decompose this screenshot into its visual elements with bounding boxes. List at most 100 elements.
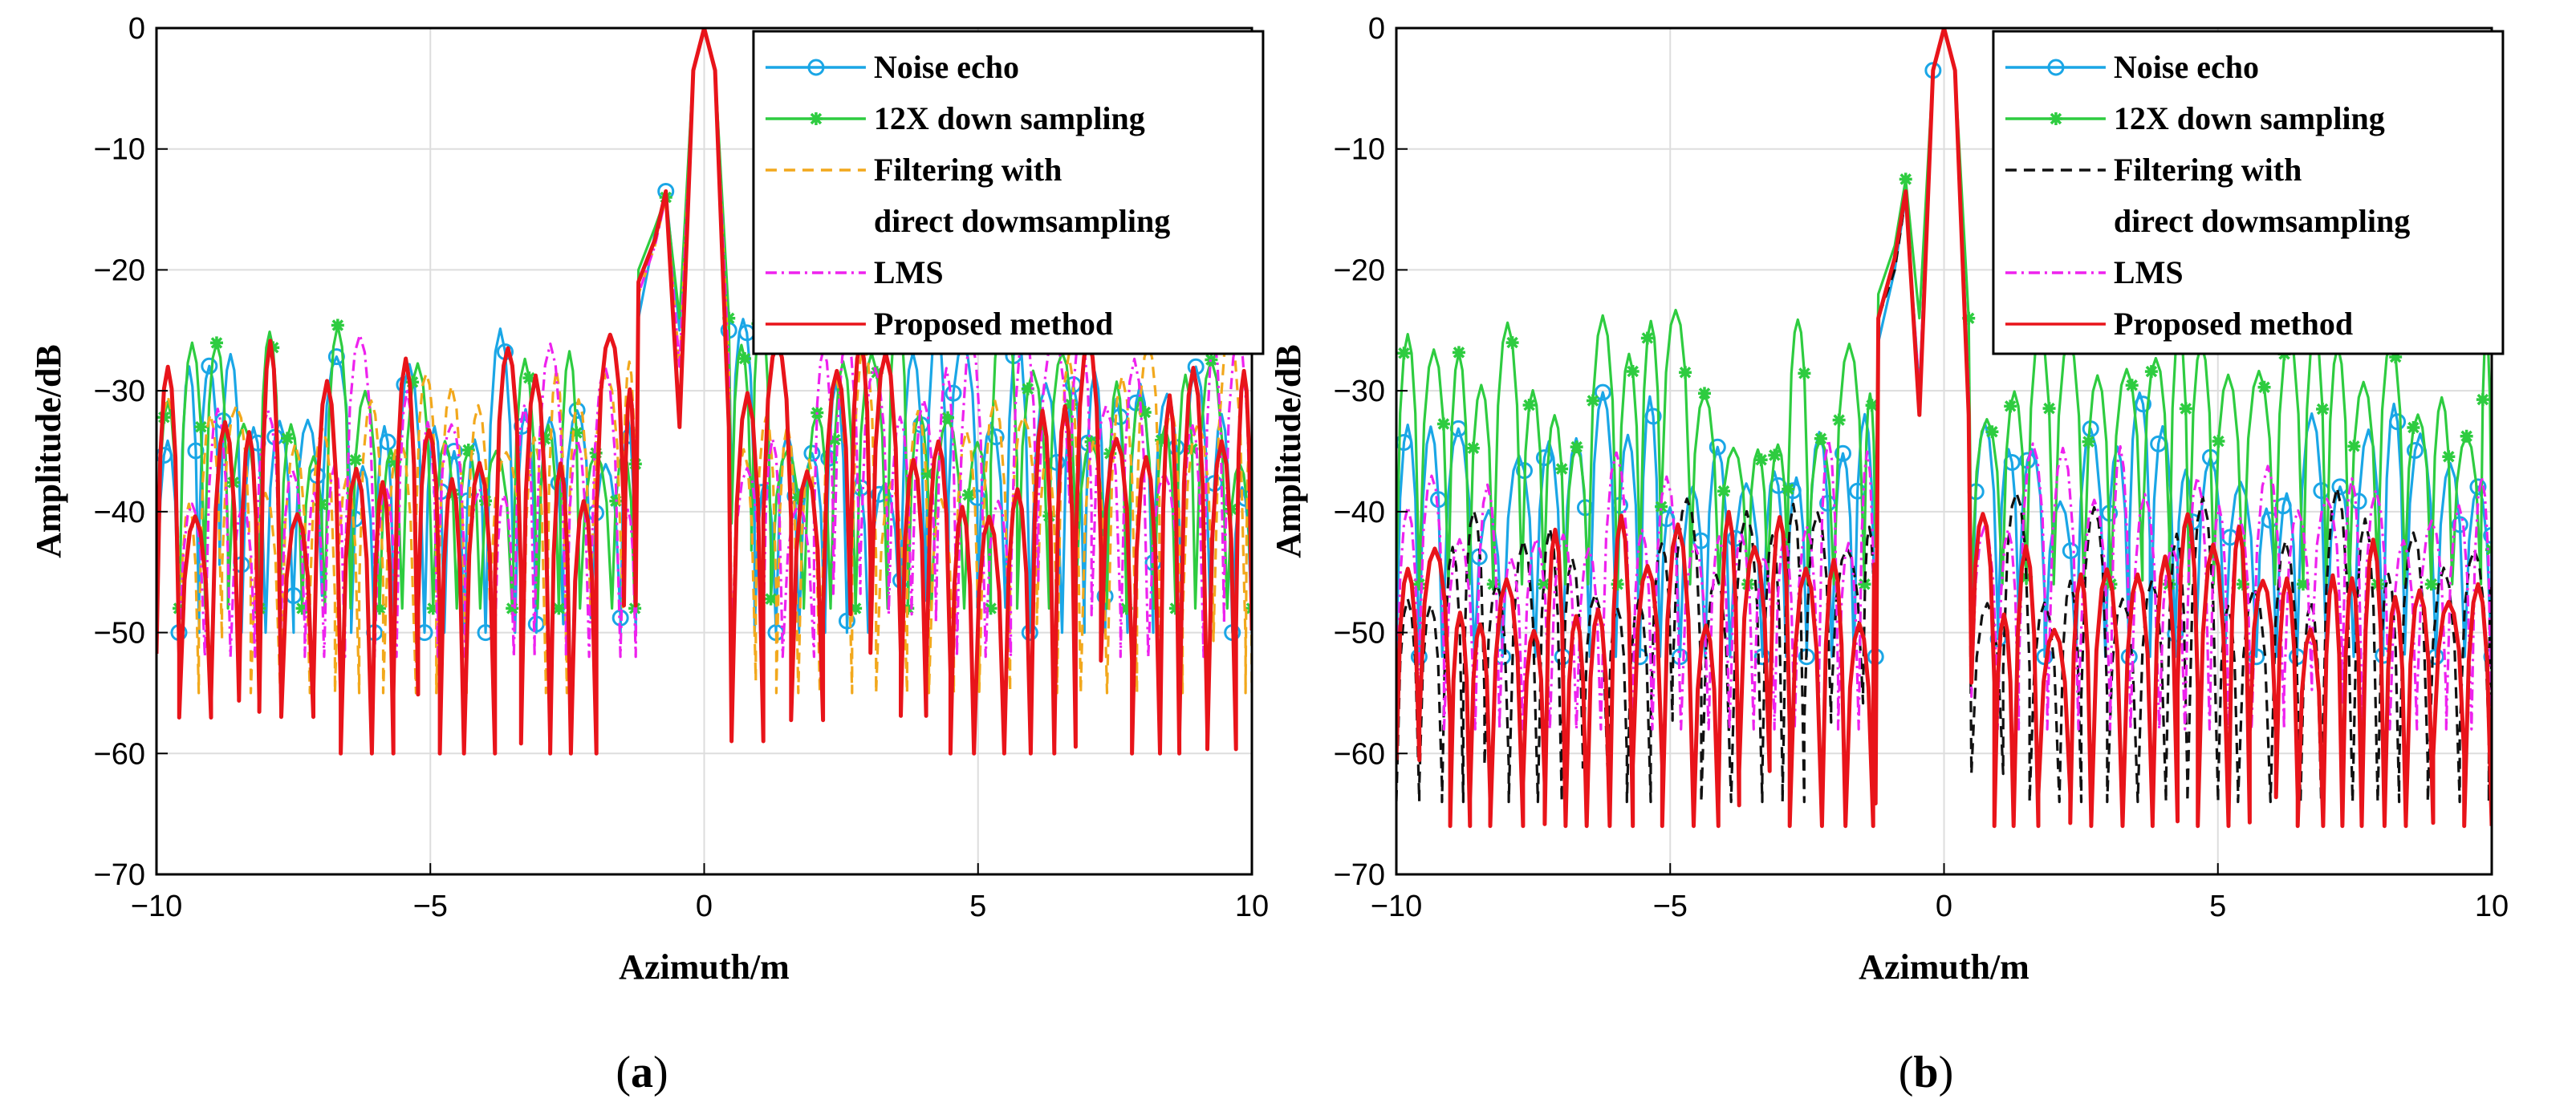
series-marker-down_sampling xyxy=(1412,578,1426,591)
series-marker-down_sampling xyxy=(1119,602,1133,615)
series-marker-down_sampling xyxy=(570,426,583,440)
x-tick-label: 5 xyxy=(969,890,986,923)
series-marker-down_sampling xyxy=(2442,450,2456,464)
y-axis-title: Amplitude/dB xyxy=(1269,344,1308,558)
series-layer xyxy=(156,28,1252,756)
chart-panel-b: −10 −5 0 5 100−10−20−30−40−50−60−70 Azimuth/… xyxy=(1269,12,2509,1097)
legend-label-down_sampling: 12X down sampling xyxy=(2114,100,2385,136)
series-marker-down_sampling xyxy=(2004,399,2017,413)
y-tick-label: −60 xyxy=(94,737,145,771)
series-marker-down_sampling xyxy=(209,336,223,350)
legend-label-noise_echo: Noise echo xyxy=(874,49,1019,85)
series-marker-noise_echo xyxy=(2062,542,2079,560)
series-marker-down_sampling xyxy=(446,488,460,501)
series-marker-noise_echo xyxy=(2134,395,2151,413)
series-marker-down_sampling xyxy=(1611,578,1624,591)
x-tick-label: −5 xyxy=(413,890,448,923)
series-marker-down_sampling xyxy=(1537,578,1550,591)
y-tick-label: −10 xyxy=(94,133,145,167)
series-marker-down_sampling xyxy=(1640,331,1654,345)
series-marker-down_sampling xyxy=(280,432,294,445)
y-tick-label: −10 xyxy=(1334,133,1385,167)
legend-label-filtering-cont: direct dowmsampling xyxy=(2114,203,2410,239)
series-marker-down_sampling xyxy=(2144,365,2158,379)
series-marker-down_sampling xyxy=(941,411,955,424)
series-marker-down_sampling xyxy=(331,318,344,332)
series-marker-down_sampling xyxy=(1570,440,1583,454)
series-marker-down_sampling xyxy=(1505,336,1519,350)
series-marker-noise_echo xyxy=(870,485,888,503)
series-marker-down_sampling xyxy=(295,602,309,615)
x-tick-label: −5 xyxy=(1653,890,1688,923)
series-marker-down_sampling xyxy=(1522,399,1536,412)
series-marker-noise_echo xyxy=(2003,453,2021,471)
series-marker-down_sampling xyxy=(1754,453,1768,467)
series-marker-down_sampling xyxy=(1962,311,1976,325)
series-marker-down_sampling xyxy=(984,602,997,615)
y-tick-label: −50 xyxy=(94,617,145,651)
legend-label-proposed: Proposed method xyxy=(2114,306,2353,342)
series-marker-down_sampling xyxy=(1452,346,1465,359)
legend: Noise echo 12X down sampling Filtering wit… xyxy=(752,30,1265,355)
series-marker-noise_echo xyxy=(945,384,962,402)
series-marker-down_sampling xyxy=(348,453,362,467)
series-marker-noise_echo xyxy=(1819,494,1837,512)
tick-labels: −10 −5 0 5 100−10−20−30−40−50−60−70 xyxy=(1334,12,2509,923)
caption-letter: b xyxy=(1913,1048,1938,1097)
series-marker-down_sampling xyxy=(764,592,778,606)
series-marker-down_sampling xyxy=(2257,380,2271,394)
legend-label-filtering-cont: direct dowmsampling xyxy=(874,203,1170,239)
series-marker-down_sampling xyxy=(828,433,842,447)
series-marker-down_sampling xyxy=(315,498,328,512)
series-marker-down_sampling xyxy=(1084,435,1098,448)
y-tick-label: −40 xyxy=(94,496,145,529)
series-marker-down_sampling xyxy=(1021,382,1034,395)
series-marker-down_sampling xyxy=(1555,462,1569,476)
y-tick-label: −70 xyxy=(1334,858,1385,892)
x-tick-label: −10 xyxy=(131,890,182,923)
series-marker-down_sampling xyxy=(506,602,519,615)
series-marker-down_sampling xyxy=(849,602,863,615)
series-marker-down_sampling xyxy=(1985,425,1999,439)
series-marker-down_sampling xyxy=(1626,365,1639,379)
caption-open: ( xyxy=(616,1048,631,1097)
series-marker-down_sampling xyxy=(2125,379,2139,392)
series-marker-noise_echo xyxy=(1410,648,1428,666)
series-marker-down_sampling xyxy=(2460,429,2473,443)
legend-label-filtering: Filtering with xyxy=(2114,152,2302,188)
series-marker-down_sampling xyxy=(388,455,401,468)
series-marker-down_sampling xyxy=(1798,367,1811,380)
series-marker-down_sampling xyxy=(920,467,934,481)
series-marker-noise_echo xyxy=(1535,449,1553,467)
x-tick-label: −10 xyxy=(1371,890,1422,923)
legend: Noise echo 12X down sampling Filtering wit… xyxy=(1992,30,2505,355)
caption-close: ) xyxy=(1939,1048,1954,1097)
series-marker-down_sampling xyxy=(2042,402,2056,416)
series-marker-down_sampling xyxy=(1397,347,1411,360)
series-marker-down_sampling xyxy=(589,446,603,460)
series-marker-noise_echo xyxy=(2483,648,2492,666)
legend-label-lms: LMS xyxy=(2114,254,2184,290)
series-marker-noise_echo xyxy=(187,442,205,460)
y-tick-label: −30 xyxy=(94,375,145,408)
y-tick-label: −20 xyxy=(94,253,145,287)
series-marker-down_sampling xyxy=(1782,482,1795,496)
x-axis-title: Azimuth/m xyxy=(619,947,790,987)
series-marker-noise_echo xyxy=(201,357,218,375)
legend-label-down_sampling: 12X down sampling xyxy=(874,100,1145,136)
series-marker-noise_echo xyxy=(2469,478,2487,496)
x-tick-label: 10 xyxy=(1235,890,1269,923)
series-marker-down_sampling xyxy=(1064,398,1078,412)
series-marker-noise_echo xyxy=(838,612,855,630)
y-axis-title: Amplitude/dB xyxy=(29,344,68,558)
series-marker-noise_echo xyxy=(2451,516,2468,533)
y-tick-label: 0 xyxy=(1368,12,1385,46)
series-marker-down_sampling xyxy=(1717,485,1730,498)
series-marker-down_sampling xyxy=(522,371,536,385)
y-tick-label: −70 xyxy=(94,858,145,892)
series-marker-noise_echo xyxy=(1692,532,1710,549)
series-marker-down_sampling xyxy=(372,602,386,615)
series-marker-down_sampling xyxy=(2389,351,2403,364)
legend-label-proposed: Proposed method xyxy=(874,306,1113,342)
